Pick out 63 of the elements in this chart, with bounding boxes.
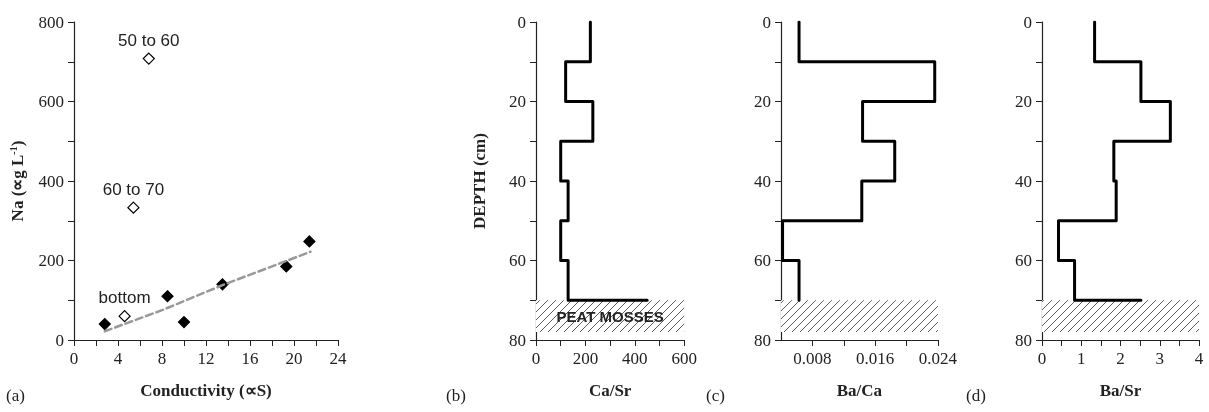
y-tick-label: 0 <box>55 330 64 350</box>
x-tick-label: 16 <box>241 349 259 368</box>
x-tick-label: 20 <box>285 349 303 368</box>
x-axis-title: Ca/Sr <box>588 381 632 400</box>
annotation: bottom <box>98 288 151 308</box>
line-series <box>781 20 937 302</box>
point <box>127 201 140 214</box>
x-tick-label: 0 <box>1037 349 1047 368</box>
point <box>280 260 293 273</box>
y-tick-label: 60 <box>509 251 526 270</box>
text: (a) <box>6 386 25 405</box>
text: (d) <box>966 386 986 405</box>
x-axis-title: Ba/Sr <box>1099 381 1142 400</box>
line-series <box>1056 20 1172 302</box>
y-tick-label: 40 <box>509 171 526 191</box>
y-tick-label: 80 <box>1015 330 1032 350</box>
y-tick-label: 20 <box>1015 92 1032 111</box>
y-tick-label: 40 <box>754 171 771 191</box>
y-tick-label: 20 <box>754 92 771 111</box>
x-tick-label: 0.024 <box>918 349 958 368</box>
x-tick-label: 0.008 <box>793 349 832 368</box>
x-tick-label: 400 <box>622 349 648 368</box>
y-axis-title: Na (∝g L-1) <box>7 140 27 222</box>
y-tick-label: 0 <box>762 12 771 32</box>
point <box>98 318 111 331</box>
point <box>161 290 174 303</box>
y-axis-title: DEPTH (cm) <box>470 133 489 229</box>
x-tick-label: 200 <box>572 349 599 368</box>
x-tick-label: 4 <box>1194 349 1204 368</box>
y-tick-label: 0 <box>1023 12 1032 32</box>
x-tick-label: 2 <box>1116 349 1125 368</box>
text: (c) <box>706 386 725 405</box>
y-tick-label: 800 <box>38 12 64 32</box>
x-tick-label: 4 <box>113 349 123 368</box>
text: (b) <box>446 386 466 405</box>
x-tick-label: 0 <box>69 349 79 368</box>
x-tick-label: 12 <box>197 349 215 368</box>
y-tick-label: 60 <box>1015 251 1032 270</box>
annotation: 60 to 70 <box>102 179 165 199</box>
x-tick-label: 1 <box>1077 349 1086 368</box>
x-tick-label: 3 <box>1155 349 1164 368</box>
y-tick-label: 80 <box>509 330 526 350</box>
x-tick-label: 8 <box>157 349 167 368</box>
point <box>303 235 316 248</box>
point <box>177 316 191 329</box>
x-tick-label: 24 <box>329 349 347 368</box>
x-axis-title: Conductivity (∝S) <box>140 381 272 400</box>
annotation: 50 to 60 <box>118 30 180 50</box>
y-tick-label: 60 <box>754 251 771 270</box>
y-tick-label: 200 <box>38 251 64 270</box>
point <box>142 52 155 65</box>
x-tick-label: 0.016 <box>856 349 895 368</box>
x-tick-label: 0 <box>531 349 541 368</box>
x-axis-title: Ba/Ca <box>836 381 883 400</box>
point <box>118 310 131 323</box>
y-tick-label: 400 <box>38 171 64 191</box>
y-tick-label: 600 <box>38 92 64 111</box>
y-tick-label: 20 <box>509 92 526 111</box>
line-series <box>559 20 649 302</box>
y-tick-label: 0 <box>517 12 526 32</box>
y-tick-label: 40 <box>1015 171 1032 191</box>
y-tick-label: 80 <box>754 330 771 350</box>
x-tick-label: 600 <box>671 349 697 368</box>
